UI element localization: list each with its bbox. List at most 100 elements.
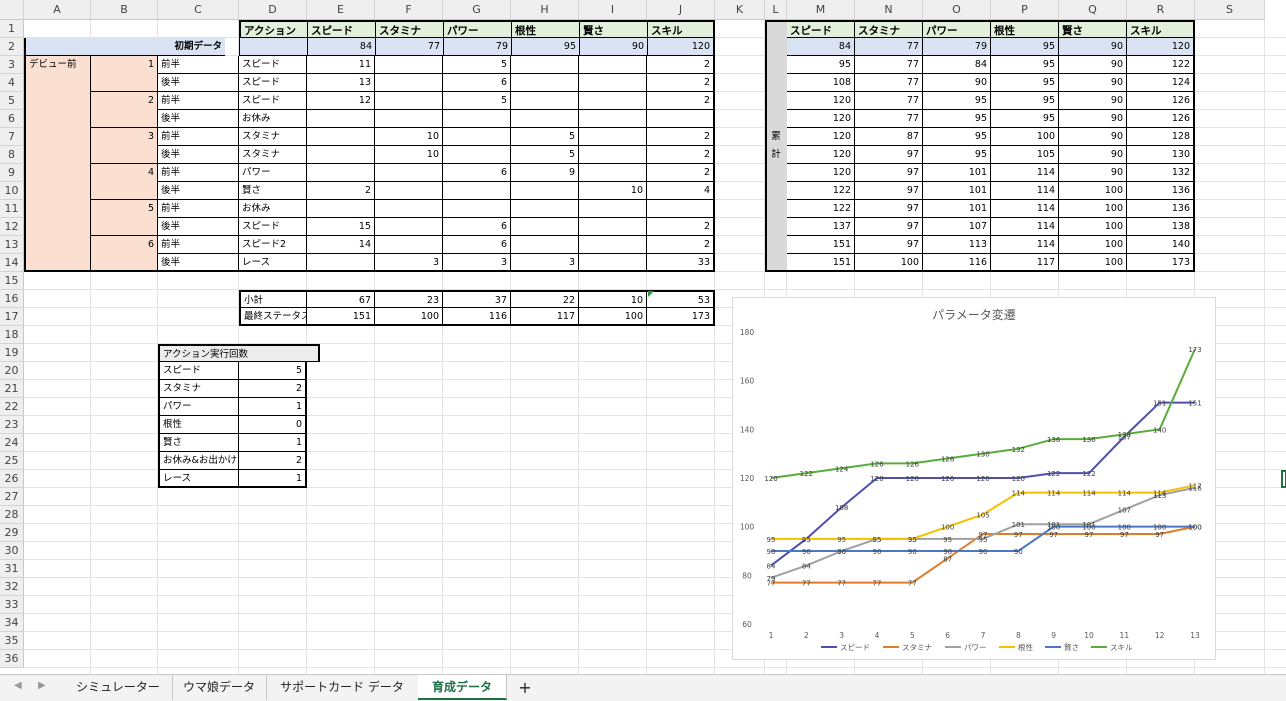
row-header-24[interactable]: 24 [0, 434, 24, 452]
column-header-Q[interactable]: Q [1059, 0, 1127, 20]
action-value[interactable] [511, 110, 579, 128]
action-value[interactable]: 5 [443, 92, 511, 110]
action-value[interactable] [307, 254, 375, 272]
action-value[interactable]: 14 [307, 236, 375, 254]
column-header-L[interactable]: L [765, 0, 787, 20]
chart-parameter-transition[interactable]: パラメータ変遷 60 80 100 120 140 160 180 1 2 3 4 5 6 7 8 9 10 11 1… [732, 297, 1216, 660]
action-value[interactable] [375, 56, 443, 74]
row-header-12[interactable]: 12 [0, 218, 24, 236]
row-header-10[interactable]: 10 [0, 182, 24, 200]
row-header-27[interactable]: 27 [0, 488, 24, 506]
action-value[interactable]: 5 [511, 146, 579, 164]
row-header-13[interactable]: 13 [0, 236, 24, 254]
action-value[interactable]: 4 [647, 182, 715, 200]
row-header-1[interactable]: 1 [0, 20, 24, 38]
prev-sheet-icon[interactable]: ◀ [14, 680, 22, 691]
action-value[interactable]: 15 [307, 218, 375, 236]
row-header-36[interactable]: 36 [0, 650, 24, 668]
row-header-7[interactable]: 7 [0, 128, 24, 146]
tab-simulator[interactable]: シミュレーター [64, 675, 173, 700]
action-value[interactable] [307, 128, 375, 146]
action-name[interactable]: スタミナ [239, 128, 307, 146]
column-header-A[interactable]: A [24, 0, 91, 20]
action-name[interactable]: レース [239, 254, 307, 272]
action-value[interactable]: 2 [647, 218, 715, 236]
column-header-D[interactable]: D [239, 0, 307, 20]
action-value[interactable] [375, 236, 443, 254]
action-value[interactable]: 2 [647, 236, 715, 254]
action-value[interactable] [443, 128, 511, 146]
add-sheet-button[interactable]: + [518, 678, 532, 697]
action-value[interactable]: 10 [375, 128, 443, 146]
action-name[interactable]: お休み [239, 200, 307, 218]
row-header-34[interactable]: 34 [0, 614, 24, 632]
row-header-2[interactable]: 2 [0, 38, 24, 56]
action-value[interactable] [579, 254, 647, 272]
tab-support-card-data[interactable]: サポートカード データ [266, 675, 419, 700]
row-header-33[interactable]: 33 [0, 596, 24, 614]
column-header-K[interactable]: K [715, 0, 765, 20]
action-value[interactable] [511, 236, 579, 254]
column-header-P[interactable]: P [991, 0, 1059, 20]
action-value[interactable]: 3 [511, 254, 579, 272]
row-header-17[interactable]: 17 [0, 308, 24, 326]
action-value[interactable] [579, 146, 647, 164]
column-header-C[interactable]: C [158, 0, 239, 20]
column-header-M[interactable]: M [787, 0, 855, 20]
action-name[interactable]: 賢さ [239, 182, 307, 200]
column-header-N[interactable]: N [855, 0, 923, 20]
action-value[interactable] [443, 110, 511, 128]
action-value[interactable] [579, 200, 647, 218]
action-value[interactable] [511, 92, 579, 110]
action-name[interactable]: スピード [239, 92, 307, 110]
action-value[interactable] [647, 110, 715, 128]
row-header-8[interactable]: 8 [0, 146, 24, 164]
next-sheet-icon[interactable]: ▶ [38, 680, 46, 691]
action-value[interactable]: 2 [647, 92, 715, 110]
action-value[interactable] [579, 92, 647, 110]
action-value[interactable] [511, 218, 579, 236]
action-value[interactable] [647, 200, 715, 218]
row-header-5[interactable]: 5 [0, 92, 24, 110]
action-value[interactable]: 2 [647, 164, 715, 182]
action-value[interactable] [511, 182, 579, 200]
row-header-21[interactable]: 21 [0, 380, 24, 398]
column-header-H[interactable]: H [511, 0, 579, 20]
action-value[interactable] [579, 218, 647, 236]
row-header-16[interactable]: 16 [0, 290, 24, 308]
row-header-3[interactable]: 3 [0, 56, 24, 74]
action-value[interactable] [307, 146, 375, 164]
column-header-R[interactable]: R [1127, 0, 1195, 20]
action-value[interactable]: 11 [307, 56, 375, 74]
row-header-22[interactable]: 22 [0, 398, 24, 416]
action-value[interactable]: 2 [307, 182, 375, 200]
action-value[interactable]: 3 [375, 254, 443, 272]
action-value[interactable]: 5 [443, 56, 511, 74]
action-value[interactable] [579, 236, 647, 254]
action-value[interactable]: 10 [375, 146, 443, 164]
column-header-I[interactable]: I [579, 0, 647, 20]
action-value[interactable] [307, 110, 375, 128]
action-value[interactable]: 9 [511, 164, 579, 182]
action-value[interactable] [375, 200, 443, 218]
action-value[interactable] [579, 164, 647, 182]
row-header-6[interactable]: 6 [0, 110, 24, 128]
row-header-4[interactable]: 4 [0, 74, 24, 92]
action-value[interactable]: 13 [307, 74, 375, 92]
action-value[interactable]: 5 [511, 128, 579, 146]
action-value[interactable] [375, 218, 443, 236]
action-value[interactable]: 12 [307, 92, 375, 110]
row-header-31[interactable]: 31 [0, 560, 24, 578]
action-name[interactable]: お休み [239, 110, 307, 128]
action-value[interactable]: 10 [579, 182, 647, 200]
column-header-B[interactable]: B [91, 0, 158, 20]
action-name[interactable]: スタミナ [239, 146, 307, 164]
action-value[interactable] [579, 56, 647, 74]
action-value[interactable] [511, 200, 579, 218]
row-header-19[interactable]: 19 [0, 344, 24, 362]
action-value[interactable] [443, 200, 511, 218]
action-value[interactable] [375, 110, 443, 128]
action-value[interactable] [579, 110, 647, 128]
row-header-29[interactable]: 29 [0, 524, 24, 542]
action-name[interactable]: パワー [239, 164, 307, 182]
